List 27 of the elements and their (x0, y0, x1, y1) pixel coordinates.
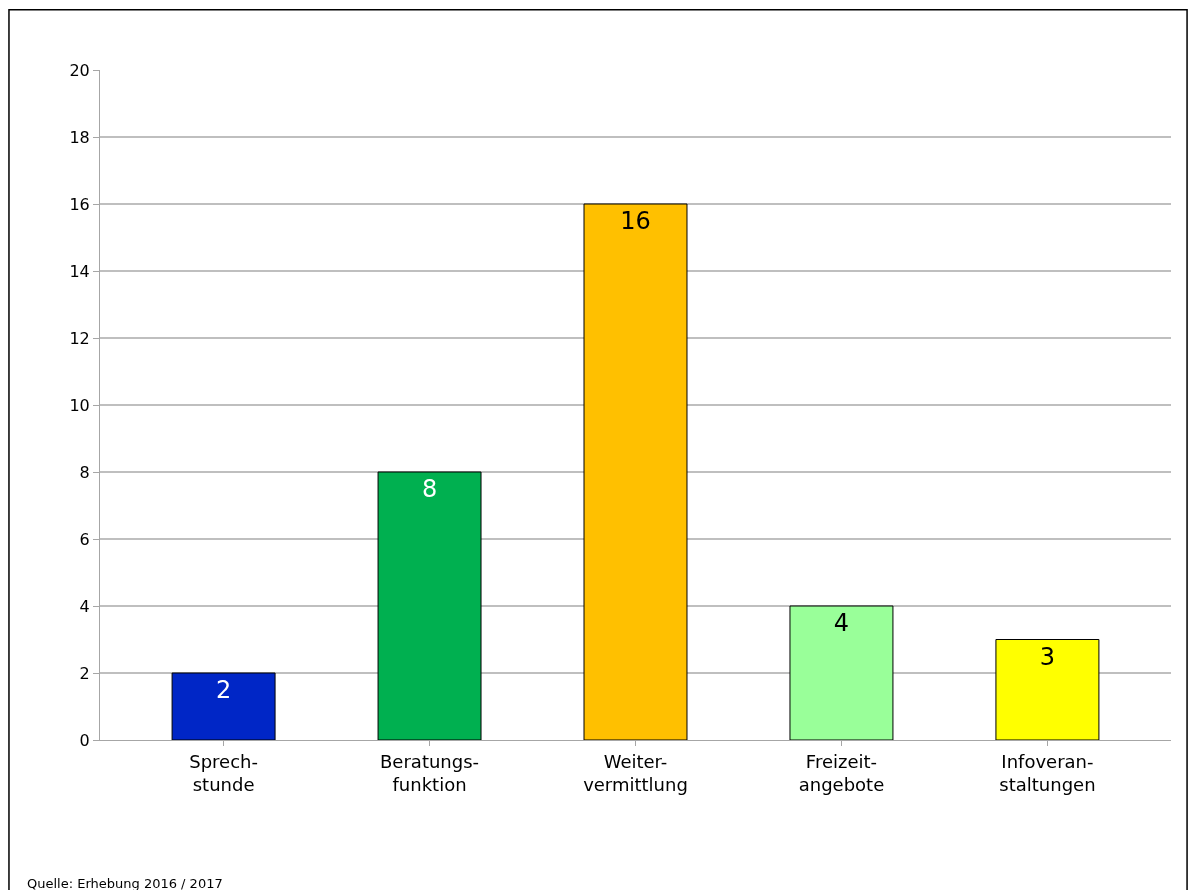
bar (583, 203, 688, 740)
x-tick-label: Freizeit- angebote (798, 750, 885, 795)
y-tick-label: 20 (69, 60, 90, 80)
y-tick-label: 10 (69, 395, 90, 415)
bar (171, 672, 276, 740)
x-tick-label: Beratungs- funktion (380, 750, 480, 795)
y-tick-label: 18 (69, 127, 90, 147)
y-tick-label: 6 (79, 529, 90, 549)
y-tick-label: 12 (69, 328, 90, 348)
data-label: 16 (620, 207, 651, 235)
y-tick-label: 4 (79, 596, 90, 616)
bar (995, 639, 1100, 740)
data-label: 2 (215, 676, 232, 704)
x-tick-label: Infoveran- staltungen (999, 750, 1096, 795)
data-label: 4 (833, 609, 850, 637)
y-tick-label: 0 (79, 730, 90, 750)
data-label: 3 (1039, 642, 1056, 671)
y-tick-label: 14 (69, 261, 90, 281)
data-label: 8 (421, 475, 438, 503)
y-tick-label: 2 (79, 663, 90, 683)
y-tick-label: 8 (79, 462, 90, 482)
y-tick-label: 16 (69, 194, 90, 214)
bar (377, 471, 482, 740)
x-tick-label: Weiter- vermittlung (583, 750, 688, 795)
bar (789, 605, 894, 740)
x-tick-label: Sprech- stunde (189, 750, 258, 795)
source-note: Quelle: Erhebung 2016 / 2017 (27, 876, 223, 890)
